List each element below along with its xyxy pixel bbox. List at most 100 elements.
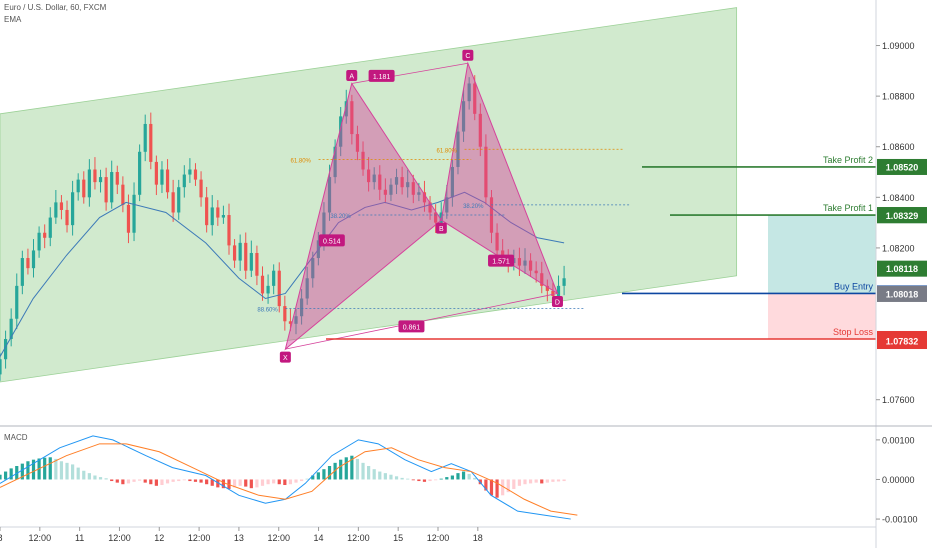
candle-body — [283, 306, 287, 322]
price-axis-tag-text: 1.08329 — [886, 211, 919, 221]
candle-body — [501, 250, 505, 256]
macd-histogram-bar — [266, 479, 270, 485]
candle-body — [378, 174, 382, 190]
macd-histogram-bar — [110, 479, 114, 482]
macd-histogram-bar — [199, 479, 203, 483]
candle-body — [333, 146, 337, 178]
candle-body — [422, 192, 427, 203]
macd-histogram-bar — [126, 479, 131, 484]
candle-body — [0, 359, 2, 375]
macd-histogram-bar — [534, 479, 538, 483]
macd-histogram-bar — [355, 458, 360, 480]
macd-histogram-bar — [495, 479, 499, 498]
pattern-ratio-badge — [488, 254, 515, 267]
time-axis-label: 14 — [314, 533, 324, 543]
macd-histogram-bar — [473, 477, 477, 480]
candle-body — [121, 184, 125, 205]
ema-indicator-label: EMA — [4, 15, 22, 24]
macd-histogram-bar — [138, 479, 142, 481]
fib-level-label: 38.20% — [330, 214, 351, 220]
candle-body — [188, 169, 192, 175]
time-axis-label: 12 — [154, 533, 164, 543]
fib-level-label: 61.80% — [437, 148, 458, 154]
macd-histogram-bar — [322, 469, 326, 480]
candle-body — [339, 116, 343, 147]
time-axis-label: 18 — [473, 533, 483, 543]
macd-histogram-bar — [255, 479, 259, 488]
macd-histogram-bar — [272, 479, 276, 484]
candle-body — [383, 189, 387, 195]
time-axis-label: 12:00 — [427, 533, 450, 543]
macd-histogram-bar — [76, 467, 80, 480]
price-axis-label: 1.08400 — [882, 193, 915, 203]
risk-zone — [768, 293, 876, 339]
candle-body — [65, 209, 69, 226]
macd-histogram-bar — [461, 471, 466, 480]
macd-histogram-bar — [149, 479, 153, 485]
macd-histogram-bar — [182, 479, 186, 481]
candle-body — [355, 134, 360, 152]
time-axis-label: 12:00 — [188, 533, 211, 543]
candle-body — [193, 169, 198, 180]
macd-histogram-bar — [238, 479, 242, 486]
macd-histogram-bar — [31, 459, 36, 480]
macd-histogram-bar — [528, 479, 533, 484]
macd-histogram-bar — [545, 479, 549, 483]
macd-histogram-bar — [82, 470, 86, 480]
candle-body — [138, 151, 142, 195]
price-axis-tag — [877, 285, 927, 302]
candle-body — [227, 215, 231, 246]
macd-line — [0, 435, 571, 520]
candle-body — [272, 270, 276, 286]
candle-body — [495, 232, 499, 251]
candle-body — [288, 321, 293, 324]
pattern-point-x: X — [283, 355, 288, 362]
macd-histogram-bar — [154, 479, 158, 486]
macd-histogram-bar — [87, 473, 91, 480]
candle-body — [160, 169, 164, 185]
price-axis-label: 1.07600 — [882, 395, 915, 405]
candle-body — [299, 298, 304, 317]
macd-histogram-bar — [316, 472, 320, 480]
candle-body — [411, 182, 415, 195]
candle-body — [37, 232, 41, 251]
macd-histogram-bar — [400, 477, 404, 480]
candle-body — [9, 318, 13, 339]
macd-histogram-bar — [311, 475, 315, 480]
candle-body — [3, 338, 8, 360]
candle-body — [534, 270, 538, 274]
macd-histogram-bar — [221, 479, 226, 489]
macd-indicator-label: MACD — [4, 433, 28, 442]
candle-body — [15, 285, 19, 319]
candle-body — [154, 161, 158, 185]
pattern-point-a: A — [349, 73, 354, 80]
candle-body — [132, 194, 136, 233]
pattern-point-badge — [435, 222, 447, 234]
macd-histogram-bar — [389, 474, 393, 480]
macd-histogram-bar — [71, 464, 75, 480]
pattern-point-b: B — [439, 226, 444, 233]
macd-histogram-bar — [244, 479, 248, 487]
candle-body — [205, 197, 209, 226]
macd-axis-label: -0.00100 — [882, 515, 918, 525]
pattern-point-badge — [346, 69, 358, 81]
time-axis-label: 12:00 — [347, 533, 370, 543]
price-axis-label: 1.08600 — [882, 142, 915, 152]
macd-histogram-bar — [165, 479, 170, 484]
macd-histogram-bar — [98, 477, 103, 480]
macd-histogram-bar — [48, 457, 52, 480]
candle-body — [434, 212, 438, 223]
macd-histogram-bar — [556, 479, 561, 482]
fib-level-label: 88.60% — [257, 308, 278, 314]
macd-histogram-bar — [339, 459, 343, 480]
candle-body — [149, 123, 153, 162]
candle-body — [439, 212, 443, 223]
candle-body — [76, 179, 80, 193]
candle-body — [400, 177, 404, 188]
macd-histogram-bar — [115, 479, 119, 483]
candle-body — [177, 187, 181, 213]
pattern-point-d: D — [555, 299, 560, 306]
candle-body — [143, 123, 147, 152]
pattern-point-badge — [551, 295, 563, 307]
